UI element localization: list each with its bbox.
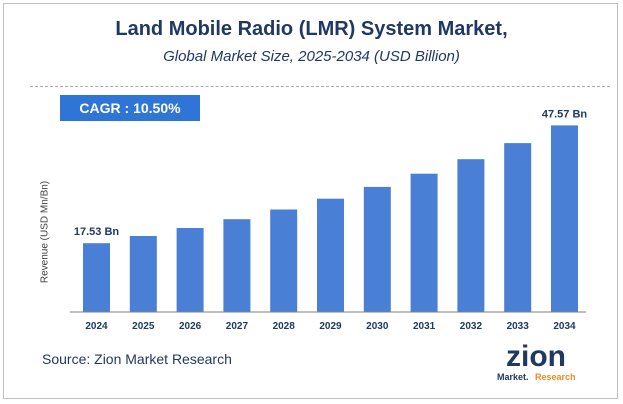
x-tick-2032: 2032 — [460, 321, 483, 332]
cagr-badge: CAGR : 10.50% — [60, 95, 200, 121]
bar-2034 — [551, 125, 578, 313]
title-separator — [30, 86, 610, 87]
data-labels: 17.53 Bn 47.57 Bn — [74, 108, 588, 238]
logo-sub-left: Market. — [497, 372, 529, 382]
x-tick-2025: 2025 — [132, 321, 155, 332]
bar-2033 — [504, 143, 532, 312]
logo-sub-right: Research — [535, 372, 576, 382]
bars-group — [83, 125, 578, 313]
bar-2030 — [363, 186, 391, 312]
x-tick-labels: 2024 2025 2026 2027 2028 2029 2030 2031 2032 2033… — [85, 321, 576, 332]
x-tick-2026: 2026 — [179, 321, 202, 332]
bar-2028 — [270, 209, 298, 312]
bar-2031 — [410, 173, 438, 312]
x-tick-2027: 2027 — [226, 321, 249, 332]
x-tick-2029: 2029 — [319, 321, 342, 332]
bar-2025 — [129, 236, 157, 312]
data-label-2024: 17.53 Bn — [74, 226, 120, 238]
bar-2032 — [457, 159, 485, 312]
chart-subtitle: Global Market Size, 2025-2034 (USD Billi… — [163, 48, 460, 65]
bar-2027 — [223, 219, 251, 312]
bar-2029 — [317, 198, 344, 312]
x-tick-2028: 2028 — [273, 321, 296, 332]
x-tick-2024: 2024 — [85, 321, 108, 332]
logo-wordmark: zion — [506, 340, 566, 373]
source-note: Source: Zion Market Research — [42, 351, 232, 367]
zion-logo: zion Market. Research — [497, 340, 576, 382]
x-tick-2034: 2034 — [553, 321, 576, 332]
chart-title: Land Mobile Radio (LMR) System Market, — [115, 18, 508, 40]
bar-2024 — [83, 243, 110, 312]
x-tick-2030: 2030 — [366, 321, 389, 332]
x-tick-2033: 2033 — [507, 321, 530, 332]
bar-2026 — [176, 228, 204, 312]
data-label-2034: 47.57 Bn — [542, 108, 588, 120]
x-tick-2031: 2031 — [413, 321, 436, 332]
